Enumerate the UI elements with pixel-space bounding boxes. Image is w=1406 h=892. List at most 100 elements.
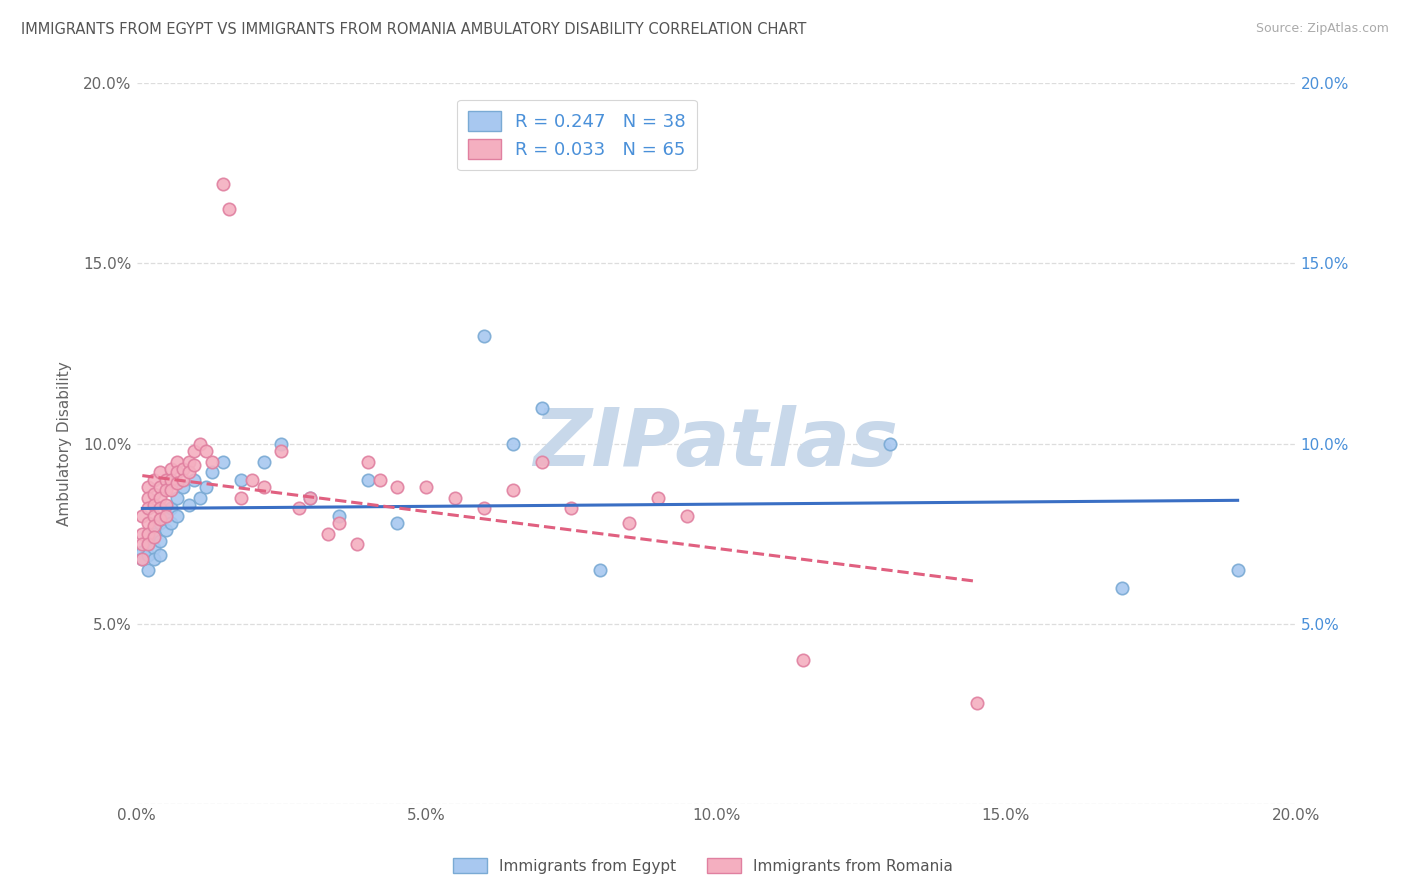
Point <box>183 443 205 458</box>
Point <box>676 508 699 523</box>
Point <box>172 461 194 475</box>
Point <box>879 436 901 450</box>
Point <box>149 533 172 548</box>
Point <box>387 480 409 494</box>
Point <box>229 473 252 487</box>
Point <box>195 443 218 458</box>
Point <box>589 563 612 577</box>
Point <box>166 476 188 491</box>
Point <box>792 652 814 666</box>
Point <box>155 483 177 498</box>
Point <box>155 498 177 512</box>
Point <box>172 480 194 494</box>
Point <box>560 501 582 516</box>
Point <box>131 544 153 558</box>
Point <box>502 436 524 450</box>
Point <box>195 480 218 494</box>
Point <box>166 466 188 480</box>
Point <box>201 466 224 480</box>
Point <box>142 551 165 566</box>
Point <box>270 436 292 450</box>
Point <box>136 501 159 516</box>
Point <box>142 526 165 541</box>
Point <box>166 454 188 468</box>
Point <box>131 537 153 551</box>
Point <box>183 458 205 472</box>
Point <box>368 473 391 487</box>
Point <box>212 178 235 192</box>
Point <box>136 516 159 530</box>
Point <box>502 483 524 498</box>
Point <box>1111 581 1133 595</box>
Point <box>155 508 177 523</box>
Point <box>188 491 211 505</box>
Point <box>149 516 172 530</box>
Point <box>155 508 177 523</box>
Legend: Immigrants from Egypt, Immigrants from Romania: Immigrants from Egypt, Immigrants from R… <box>447 852 959 880</box>
Point <box>288 501 311 516</box>
Point <box>131 551 153 566</box>
Point <box>299 491 322 505</box>
Point <box>149 480 172 494</box>
Point <box>212 454 235 468</box>
Point <box>149 501 172 516</box>
Point <box>328 508 350 523</box>
Point <box>131 526 153 541</box>
Point <box>136 491 159 505</box>
Point <box>270 443 292 458</box>
Point <box>444 491 467 505</box>
Point <box>149 491 172 505</box>
Point <box>149 466 172 480</box>
Point <box>142 519 165 533</box>
Point <box>357 454 380 468</box>
Point <box>387 516 409 530</box>
Point <box>415 480 437 494</box>
Text: ZIPatlas: ZIPatlas <box>533 405 898 483</box>
Point <box>136 537 159 551</box>
Point <box>160 473 183 487</box>
Point <box>531 454 554 468</box>
Point <box>160 516 183 530</box>
Point <box>299 491 322 505</box>
Point <box>155 523 177 537</box>
Point <box>136 563 159 577</box>
Point <box>155 473 177 487</box>
Text: Source: ZipAtlas.com: Source: ZipAtlas.com <box>1256 22 1389 36</box>
Point <box>1226 563 1249 577</box>
Point <box>142 530 165 544</box>
Point <box>142 508 165 523</box>
Point <box>136 548 159 562</box>
Point <box>160 501 183 516</box>
Point <box>142 473 165 487</box>
Point <box>201 454 224 468</box>
Point <box>966 696 988 710</box>
Point <box>357 473 380 487</box>
Point <box>131 551 153 566</box>
Point <box>316 526 339 541</box>
Point <box>149 548 172 562</box>
Y-axis label: Ambulatory Disability: Ambulatory Disability <box>58 361 72 526</box>
Point <box>160 483 183 498</box>
Point <box>472 328 495 343</box>
Point <box>172 473 194 487</box>
Text: IMMIGRANTS FROM EGYPT VS IMMIGRANTS FROM ROMANIA AMBULATORY DISABILITY CORRELATI: IMMIGRANTS FROM EGYPT VS IMMIGRANTS FROM… <box>21 22 807 37</box>
Point <box>472 501 495 516</box>
Point <box>183 473 205 487</box>
Point <box>166 508 188 523</box>
Point <box>328 516 350 530</box>
Legend: R = 0.247   N = 38, R = 0.033   N = 65: R = 0.247 N = 38, R = 0.033 N = 65 <box>457 100 696 170</box>
Point <box>617 516 640 530</box>
Point <box>177 498 200 512</box>
Point <box>253 454 276 468</box>
Point <box>242 473 264 487</box>
Point <box>531 401 554 415</box>
Point <box>131 508 153 523</box>
Point <box>160 461 183 475</box>
Point <box>166 491 188 505</box>
Point <box>346 537 368 551</box>
Point <box>229 491 252 505</box>
Point <box>142 487 165 501</box>
Point <box>142 541 165 555</box>
Point <box>188 436 211 450</box>
Point <box>142 498 165 512</box>
